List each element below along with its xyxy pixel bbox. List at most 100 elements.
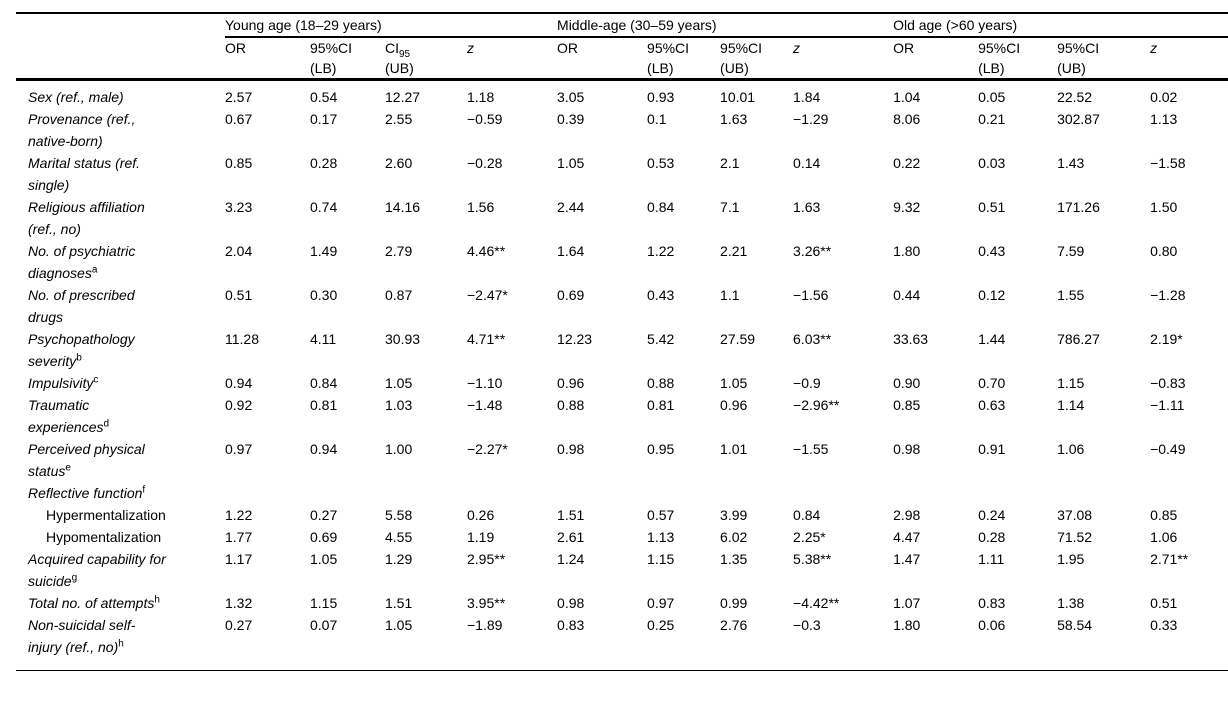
value-cell: 0.63 (978, 397, 1006, 413)
value-cell: 0.12 (978, 287, 1006, 303)
value-cell: 0.06 (978, 614, 1058, 671)
value-cell: 58.54 (1057, 614, 1151, 671)
value-cell: 0.28 (978, 529, 1006, 545)
value-cell: 71.52 (1057, 529, 1093, 545)
value-cell: 1.05 (310, 551, 338, 567)
value-cell: 1.11 (978, 551, 1005, 567)
value-cell: 2.95** (467, 551, 506, 567)
value-cell (385, 482, 467, 504)
table-row: Hypomentalization 1.77 0.69 4.55 1.19 2.61 1.1… (16, 526, 1228, 548)
row-label: Traumatic experiencesd (28, 397, 110, 435)
column-header-0-1: 95%CI (LB) (310, 37, 385, 81)
value-cell: 1.00 (385, 441, 413, 457)
value-cell: 0.96 (720, 397, 748, 413)
value-cell: 30.93 (385, 331, 421, 347)
value-cell: 9.32 (893, 199, 921, 215)
value-cell: −1.56 (793, 287, 829, 303)
value-cell: 5.42 (647, 331, 675, 347)
value-cell: 0.83 (978, 595, 1006, 611)
value-cell: 0.81 (647, 397, 675, 413)
value-cell: 0.1 (647, 111, 667, 127)
column-header-2-1: 95%CI (LB) (978, 37, 1058, 81)
value-cell: 0.30 (310, 287, 338, 303)
value-cell: 0.02 (1150, 89, 1178, 105)
value-cell: 0.84 (793, 507, 821, 523)
value-cell: −0.3 (793, 614, 894, 671)
row-label: Non-suicidal self- injury (ref., no)h (16, 614, 225, 671)
value-cell: 3.99 (720, 507, 748, 523)
table-row: Provenance (ref., native-born) 0.67 0.17 2.… (16, 108, 1228, 152)
value-cell: 4.46** (467, 243, 506, 259)
value-cell: −1.89 (467, 614, 558, 671)
value-cell: 37.08 (1057, 507, 1093, 523)
value-cell: 7.59 (1057, 243, 1085, 259)
value-cell: 1.35 (720, 551, 748, 567)
value-cell: 0.57 (647, 507, 675, 523)
table-row: Hypermentalization 1.22 0.27 5.58 0.26 1.51 0.… (16, 504, 1228, 526)
value-cell (310, 482, 385, 504)
value-cell: −0.9 (793, 375, 821, 391)
value-cell (647, 482, 720, 504)
value-cell: 0.98 (893, 441, 921, 457)
value-cell: 1.56 (467, 199, 495, 215)
table-row: Acquired capability for suicideg 1.17 1.05… (16, 548, 1228, 592)
row-label: No. of psychiatric diagnosesa (28, 243, 136, 281)
value-cell: 1.04 (893, 89, 921, 105)
group-header-spacer (16, 12, 225, 37)
value-cell: 0.21 (978, 111, 1006, 127)
value-cell: 0.24 (978, 507, 1006, 523)
value-cell: 1.55 (1057, 287, 1085, 303)
table-row: No. of psychiatric diagnosesa 2.04 1.49 2.7… (16, 240, 1228, 284)
value-cell: 0.94 (310, 441, 338, 457)
value-cell: 0.94 (225, 375, 253, 391)
value-cell (720, 482, 793, 504)
value-cell: 1.03 (385, 397, 413, 413)
value-cell: 1.06 (1150, 529, 1178, 545)
value-cell: −1.28 (1150, 287, 1186, 303)
value-cell (793, 482, 893, 504)
row-label: Hypomentalization (46, 529, 162, 545)
column-header-0-0: OR (225, 37, 310, 81)
value-cell: 2.57 (225, 89, 253, 105)
value-cell: 0.51 (225, 287, 253, 303)
table-row: Reflective functionf (16, 482, 1228, 504)
column-header-1-1: 95%CI (LB) (647, 37, 721, 81)
value-cell: 786.27 (1057, 331, 1100, 347)
value-cell: 1.13 (647, 529, 675, 545)
group-header-young: Young age (18–29 years) (225, 12, 558, 38)
column-header-1-0: OR (557, 37, 648, 81)
value-cell: 1.22 (225, 507, 253, 523)
value-cell: 0.98 (557, 595, 585, 611)
value-cell: 0.93 (647, 89, 675, 105)
value-cell: 2.76 (720, 614, 794, 671)
value-cell: 5.58 (385, 507, 413, 523)
table-row: Marital status (ref. single) 0.85 0.28 2.60… (16, 152, 1228, 196)
value-cell: 2.1 (720, 155, 740, 171)
value-cell: −1.11 (1150, 397, 1185, 413)
table-body: Sex (ref., male) 2.57 0.54 12.27 1.18 3.05 0.9… (16, 80, 1228, 671)
value-cell: −1.58 (1150, 155, 1186, 171)
value-cell (225, 482, 310, 504)
value-cell: 3.26** (793, 243, 832, 259)
value-cell: 0.54 (310, 89, 338, 105)
value-cell: 2.60 (385, 155, 413, 171)
table-row: Religious affiliation (ref., no) 3.23 0.74… (16, 196, 1228, 240)
table-row: Perceived physical statuse 0.97 0.94 1.00 −2… (16, 438, 1228, 482)
value-cell: 0.33 (1150, 614, 1228, 671)
value-cell: −0.28 (467, 155, 503, 171)
value-cell (1150, 482, 1228, 504)
value-cell (893, 482, 978, 504)
value-cell: 0.03 (978, 155, 1006, 171)
value-cell: 1.43 (1057, 155, 1085, 171)
value-cell: 0.53 (647, 155, 675, 171)
table-row: Total no. of attemptsh 1.32 1.15 1.51 3.95**… (16, 592, 1228, 614)
value-cell: 0.69 (557, 287, 585, 303)
column-header-spacer (16, 37, 225, 81)
value-cell: 6.03** (793, 331, 832, 347)
column-header-1-2: 95%CI (UB) (720, 37, 794, 81)
value-cell: 0.28 (310, 155, 338, 171)
column-header-0-2: CI95 (UB) (385, 37, 467, 81)
row-label: Impulsivityc (28, 374, 99, 391)
row-label: Psychopathology severityb (28, 331, 135, 369)
